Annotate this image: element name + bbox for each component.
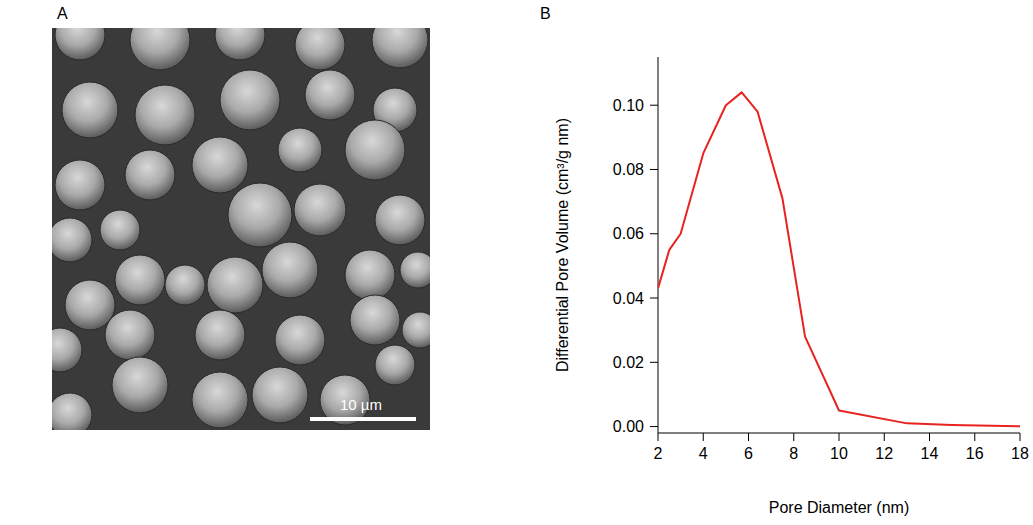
y-tick [650, 426, 658, 427]
y-axis [658, 57, 659, 433]
y-tick-label: 0.06 [613, 225, 644, 242]
data-line [658, 92, 1020, 426]
microsphere [52, 393, 92, 430]
microsphere [400, 252, 430, 288]
microsphere [135, 85, 195, 145]
microsphere [305, 70, 355, 120]
microsphere [55, 28, 105, 60]
y-axis-title: Differential Pore Volume (cm³/g nm) [554, 118, 571, 372]
microsphere [252, 367, 308, 423]
y-tick-label: 0.02 [613, 354, 644, 371]
microsphere [228, 183, 292, 247]
microsphere [275, 315, 325, 365]
x-tick-label: 10 [830, 445, 848, 462]
x-tick [703, 433, 704, 441]
microsphere [192, 372, 248, 428]
x-tick [839, 433, 840, 441]
scale-bar-label: 10 µm [340, 396, 382, 413]
sem-image [52, 28, 430, 430]
scale-bar [310, 417, 416, 421]
microsphere [345, 250, 395, 300]
microsphere [115, 255, 165, 305]
microsphere [125, 150, 175, 200]
x-tick [748, 433, 749, 441]
y-tick-label: 0.08 [613, 161, 644, 178]
microsphere [62, 82, 118, 138]
microsphere [294, 184, 346, 236]
image-background [52, 28, 430, 430]
microsphere [278, 128, 322, 172]
y-tick [650, 169, 658, 170]
microsphere [207, 257, 263, 313]
x-tick-label: 8 [789, 445, 798, 462]
microsphere [345, 120, 405, 180]
y-tick-label: 0.04 [613, 290, 644, 307]
microsphere [375, 195, 425, 245]
microsphere [165, 265, 205, 305]
y-tick [650, 298, 658, 299]
y-tick-label: 0.00 [613, 418, 644, 435]
x-tick [1020, 433, 1021, 441]
y-tick-label: 0.10 [613, 97, 644, 114]
x-tick-label: 6 [744, 445, 753, 462]
x-tick-label: 12 [875, 445, 893, 462]
x-tick [974, 433, 975, 441]
microsphere [215, 28, 265, 60]
microsphere [55, 160, 105, 210]
microsphere [375, 345, 415, 385]
microsphere [100, 210, 140, 250]
microsphere [372, 28, 428, 68]
x-tick [793, 433, 794, 441]
microsphere [112, 357, 168, 413]
microsphere [195, 310, 245, 360]
x-tick [658, 433, 659, 441]
plot-area [658, 92, 1020, 426]
microsphere [350, 295, 400, 345]
microsphere [220, 70, 280, 130]
x-tick [929, 433, 930, 441]
y-tick [650, 233, 658, 234]
figure: A 10 µm B 2 4 6 8 10 12 14 16 18 0.00 0.02 0.04 0.06 0.0… [0, 0, 1033, 525]
x-tick-label: 16 [966, 445, 984, 462]
microsphere [65, 280, 115, 330]
microsphere [52, 328, 82, 372]
x-axis-title: Pore Diameter (nm) [769, 499, 909, 516]
y-tick [650, 105, 658, 106]
microsphere [402, 312, 430, 348]
microsphere [105, 310, 155, 360]
x-tick [884, 433, 885, 441]
y-tick [650, 362, 658, 363]
microsphere [52, 218, 92, 262]
panel-label: A [57, 5, 68, 22]
x-tick-label: 4 [699, 445, 708, 462]
microsphere [262, 242, 318, 298]
x-tick-label: 2 [654, 445, 663, 462]
panel-label: B [540, 5, 551, 22]
x-tick-label: 14 [921, 445, 939, 462]
x-tick-label: 18 [1011, 445, 1029, 462]
microsphere [192, 137, 248, 193]
microsphere [130, 28, 190, 70]
microsphere [295, 28, 345, 70]
